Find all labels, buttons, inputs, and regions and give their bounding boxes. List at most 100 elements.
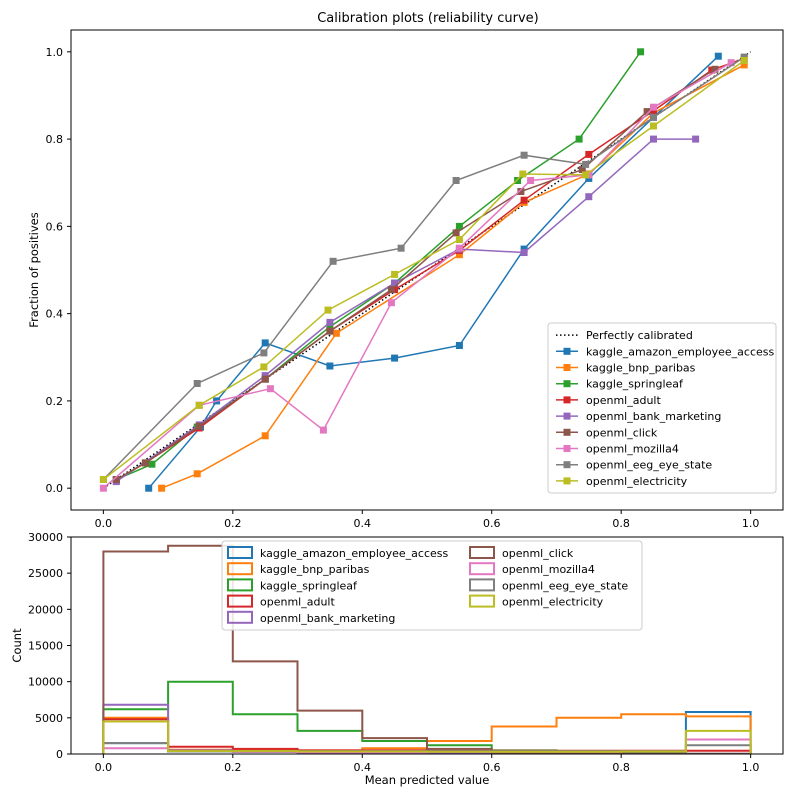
calibration-title: Calibration plots (reliability curve)	[317, 11, 539, 26]
point-openml-mozilla4	[650, 103, 657, 111]
y-tick-label: 25000	[28, 567, 63, 580]
point-openml-eeg-eye-state	[193, 380, 201, 387]
point-openml-bank-marketing	[585, 193, 593, 201]
legend-swatch-kaggle-springleaf	[227, 578, 253, 592]
point-kaggle-springleaf	[575, 135, 583, 143]
y-tick-label: 30000	[28, 531, 63, 544]
legend-label-kaggle-amazon-employee-access: kaggle_amazon_employee_access	[260, 547, 449, 560]
legend-label-openml-mozilla4: openml_mozilla4	[586, 443, 679, 456]
point-openml-mozilla4	[387, 299, 395, 307]
legend-marker-openml-electricity	[563, 477, 571, 485]
legend-marker-openml-adult	[563, 396, 571, 404]
point-kaggle-springleaf	[637, 48, 645, 56]
point-openml-electricity	[391, 270, 399, 278]
y-tick-label: 0.6	[46, 220, 64, 233]
line-kaggle-springleaf	[116, 51, 642, 481]
point-openml-mozilla4	[319, 426, 327, 434]
legend-marker-openml-eeg-eye-state	[563, 461, 571, 469]
histogram-legend: kaggle_amazon_employee_access kaggle_bnp_…	[221, 540, 643, 631]
point-kaggle-bnp-paribas	[740, 61, 748, 69]
point-openml-click	[578, 166, 586, 174]
point-openml-electricity	[324, 306, 332, 314]
point-openml-electricity	[519, 170, 527, 178]
point-kaggle-springleaf	[148, 460, 156, 468]
point-openml-bank-marketing	[520, 249, 528, 256]
point-kaggle-bnp-paribas	[332, 329, 340, 337]
point-kaggle-amazon-employee-access	[261, 339, 269, 347]
point-openml-mozilla4	[727, 59, 735, 67]
y-tick-label: 0.8	[46, 133, 64, 146]
point-openml-click	[643, 108, 651, 116]
legend-label-openml-adult: openml_adult	[586, 394, 661, 407]
point-openml-eeg-eye-state	[260, 349, 268, 357]
point-kaggle-springleaf	[455, 222, 463, 230]
calibration-plot: 0.0 0.2 0.4 0.6 0.8 1.0 0.0 0.2 0.4 0.6 0.8 1.0 Frac…	[27, 29, 784, 530]
x-tick-label: 0.6	[483, 517, 501, 530]
legend-box	[547, 322, 777, 494]
x-tick-label: 0.2	[224, 761, 242, 774]
point-openml-bank-marketing	[650, 135, 657, 143]
legend-marker-kaggle-bnp-paribas	[563, 364, 571, 371]
legend-label-openml-eeg-eye-state: openml_eeg_eye_state	[502, 579, 628, 592]
y-tick-label: 0.0	[46, 482, 64, 495]
y-tick-label: 0.4	[46, 308, 64, 321]
point-kaggle-bnp-paribas	[193, 470, 201, 478]
legend-label-openml-bank-marketing: openml_bank_marketing	[586, 410, 721, 423]
y-tick-label: 15000	[28, 640, 63, 653]
point-openml-click	[112, 476, 120, 483]
legend-label-openml-electricity: openml_electricity	[502, 596, 604, 609]
legend-label-kaggle-springleaf: kaggle_springleaf	[260, 579, 358, 592]
legend-swatch-kaggle-bnp-paribas	[227, 562, 253, 576]
point-openml-electricity	[740, 57, 748, 64]
series-openml-click	[112, 65, 719, 483]
point-kaggle-bnp-paribas	[261, 432, 269, 440]
line-openml-bank-marketing	[115, 138, 696, 483]
point-kaggle-bnp-paribas	[158, 484, 166, 492]
legend-swatch-openml-eeg-eye-state	[469, 578, 495, 592]
point-openml-electricity	[99, 476, 107, 483]
legend-marker-kaggle-amazon-employee-access	[563, 347, 571, 355]
point-openml-eeg-eye-state	[329, 257, 337, 265]
line-openml-eeg-eye-state	[102, 56, 745, 481]
point-openml-eeg-eye-state	[397, 244, 405, 252]
point-openml-click	[387, 286, 395, 294]
legend-marker-openml-mozilla4	[563, 445, 571, 452]
point-openml-mozilla4	[266, 385, 274, 393]
point-openml-adult	[585, 150, 593, 158]
point-openml-click	[261, 375, 269, 383]
x-axis-label: Mean predicted value	[365, 773, 490, 787]
series-openml-electricity	[99, 57, 748, 483]
x-tick-label: 0.0	[95, 517, 113, 530]
point-openml-bank-marketing	[391, 279, 399, 287]
legend-swatch-openml-mozilla4	[469, 562, 495, 576]
point-openml-electricity	[582, 171, 590, 179]
x-tick-label: 1.0	[742, 517, 760, 530]
point-kaggle-springleaf	[326, 323, 334, 331]
point-openml-bank-marketing	[692, 135, 700, 143]
y-axis-label: Count	[10, 628, 24, 663]
calibration-legend: Perfectly calibrated kaggle_amazon_employ…	[547, 322, 777, 494]
point-openml-electricity	[650, 122, 657, 130]
histogram-steps	[102, 544, 752, 754]
point-openml-click	[326, 327, 334, 335]
legend-marker-kaggle-springleaf	[563, 380, 571, 388]
y-tick-label: 0	[56, 748, 63, 761]
legend-label-kaggle-springleaf: kaggle_springleaf	[586, 378, 684, 391]
point-openml-electricity	[195, 401, 203, 409]
legend-label-openml-click: openml_click	[586, 426, 658, 439]
hist-openml-electricity	[102, 720, 752, 754]
point-openml-eeg-eye-state	[452, 177, 460, 184]
line-openml-electricity	[102, 59, 745, 481]
point-kaggle-amazon-employee-access	[714, 52, 722, 60]
x-tick-label: 0.0	[95, 761, 113, 774]
y-tick-label: 20000	[28, 603, 63, 616]
legend-label-perfectly-calibrated: Perfectly calibrated	[586, 329, 693, 342]
point-openml-click	[195, 422, 203, 430]
legend-swatch-openml-adult	[227, 594, 253, 608]
legend-label-openml-mozilla4: openml_mozilla4	[502, 563, 595, 576]
point-openml-eeg-eye-state	[650, 113, 657, 121]
y-tick-label: 0.2	[46, 395, 64, 408]
legend-label-openml-eeg-eye-state: openml_eeg_eye_state	[586, 459, 712, 472]
x-tick-label: 0.8	[612, 761, 630, 774]
point-openml-click	[452, 229, 460, 237]
